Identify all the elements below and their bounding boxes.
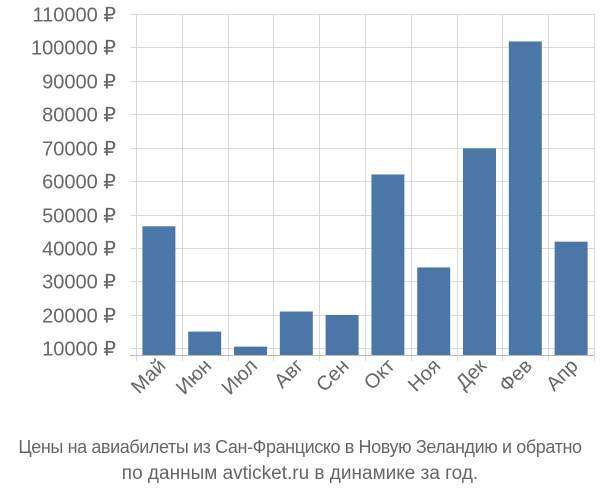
bar: [463, 148, 496, 355]
bar: [234, 346, 267, 355]
y-tick-label: 60000 ₽: [42, 172, 116, 194]
bar: [508, 41, 542, 355]
bar: [371, 174, 405, 355]
y-tick-label: 20000 ₽: [42, 306, 116, 328]
y-tick-label: 90000 ₽: [42, 72, 116, 94]
x-tick-label: Авг: [270, 355, 308, 393]
chart-caption-line-1: Цены на авиабилеты из Сан-Франциско в Но…: [18, 437, 582, 457]
x-tick-label: Июн: [172, 355, 216, 399]
bar: [142, 226, 176, 355]
y-tick-label: 40000 ₽: [42, 239, 116, 261]
x-tick-label: Май: [127, 355, 170, 398]
bar-chart: 10000 ₽ 20000 ₽ 30000 ₽ 40000 ₽ 50000 ₽ 60000…: [31, 5, 595, 399]
bar: [554, 241, 588, 355]
x-tick-label: Апр: [542, 355, 583, 396]
y-tick-label: 100000 ₽: [31, 38, 116, 60]
bar: [188, 331, 222, 355]
x-tick-label: Фев: [495, 355, 537, 397]
y-tick-label: 80000 ₽: [42, 105, 116, 127]
y-tick-label: 50000 ₽: [42, 206, 116, 228]
bar: [325, 314, 359, 355]
y-tick-label: 110000 ₽: [32, 5, 116, 27]
y-tick-label: 30000 ₽: [42, 272, 116, 294]
x-tick-label: Июл: [218, 355, 262, 399]
chart-caption-line-2: по данным avticket.ru в динамике за год.: [121, 463, 479, 484]
x-tick-label: Сен: [312, 355, 353, 396]
y-tick-label: 70000 ₽: [42, 139, 116, 161]
bar: [417, 267, 451, 355]
bar: [279, 311, 313, 355]
y-tick-label: 10000 ₽: [42, 339, 116, 361]
x-tick-label: Ноя: [404, 355, 445, 396]
